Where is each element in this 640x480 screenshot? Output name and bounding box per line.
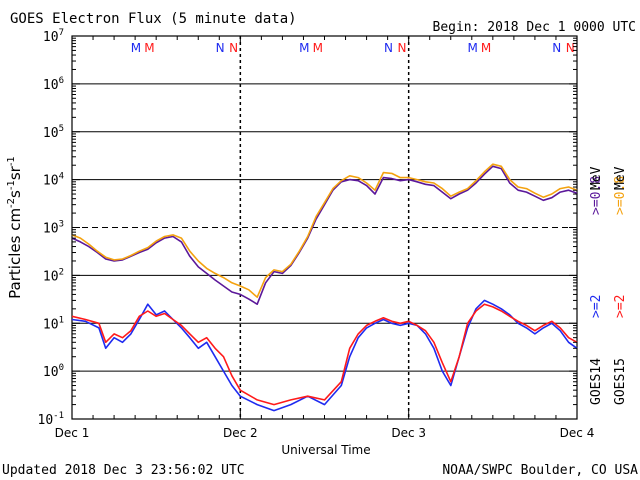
legend-goes14-08mev: >=0.8 bbox=[589, 176, 604, 215]
day-marker-label: M bbox=[313, 41, 323, 55]
day-marker-label: N bbox=[384, 41, 393, 55]
updated-timestamp: Updated 2018 Dec 3 23:56:02 UTC bbox=[2, 463, 245, 478]
y-tick-label: 105 bbox=[43, 124, 64, 141]
x-axis-ticks: Dec 1 Dec 2 Dec 3 Dec 4 bbox=[55, 36, 595, 440]
y-axis-label: Particles cm-2s-1sr-1 bbox=[6, 156, 24, 299]
legend-goes15-2mev: >=2 bbox=[613, 295, 628, 318]
y-tick-base: 10 bbox=[43, 222, 59, 237]
y-tick-label: 101 bbox=[43, 315, 64, 332]
y-axis-title-part: s bbox=[6, 190, 24, 198]
y-tick-exponent: 7 bbox=[59, 28, 64, 38]
y-tick-base: 10 bbox=[43, 317, 59, 332]
day-marker-label: N bbox=[216, 41, 225, 55]
legend-goes14-2mev: >=2 bbox=[589, 295, 604, 318]
y-axis-title-part: -2 bbox=[6, 198, 17, 208]
series-layer bbox=[71, 163, 578, 412]
y-tick-exponent: 3 bbox=[59, 220, 64, 230]
series-line-0 bbox=[71, 165, 578, 306]
x-tick-label: Dec 2 bbox=[223, 426, 258, 440]
series-line-1 bbox=[71, 163, 578, 299]
legend-unit-15: MeV bbox=[613, 166, 628, 190]
day-marker-label: M bbox=[481, 41, 491, 55]
credit-text: NOAA/SWPC Boulder, CO USA bbox=[442, 463, 638, 478]
y-tick-label: 102 bbox=[43, 267, 64, 284]
y-tick-base: 10 bbox=[43, 78, 59, 93]
day-marker-label: M bbox=[144, 41, 154, 55]
x-tick-label: Dec 3 bbox=[391, 426, 426, 440]
y-axis-title: Particles cm-2s-1sr-1 bbox=[6, 156, 24, 299]
y-tick-label: 107 bbox=[43, 28, 64, 45]
y-tick-base: 10 bbox=[43, 126, 59, 141]
y-tick-base: 10 bbox=[43, 30, 59, 45]
y-tick-label: 100 bbox=[43, 363, 64, 380]
series-line-2 bbox=[71, 299, 578, 412]
grid-lines bbox=[72, 36, 577, 419]
y-tick-exponent: 4 bbox=[59, 172, 64, 182]
day-marker-label: M bbox=[131, 41, 141, 55]
y-axis-title-part: -1 bbox=[6, 180, 17, 190]
legend-goes14: GOES14 bbox=[589, 358, 604, 405]
y-tick-exponent: 5 bbox=[59, 124, 64, 134]
y-tick-exponent: 6 bbox=[59, 76, 64, 86]
day-marker-label: N bbox=[397, 41, 406, 55]
day-marker-label: M bbox=[299, 41, 309, 55]
y-tick-label: 106 bbox=[43, 76, 64, 93]
y-tick-base: 10 bbox=[43, 269, 59, 284]
y-tick-label: 10-1 bbox=[38, 411, 65, 428]
y-tick-exponent: 2 bbox=[59, 267, 64, 277]
y-axis-title-part: -1 bbox=[6, 156, 17, 166]
day-marker-label: N bbox=[229, 41, 238, 55]
legend-goes15: GOES15 bbox=[613, 358, 628, 405]
y-axis-title-part: Particles cm bbox=[6, 208, 24, 299]
y-axis-title-part: sr bbox=[6, 165, 24, 180]
y-tick-base: 10 bbox=[38, 413, 54, 428]
x-tick-label: Dec 4 bbox=[560, 426, 595, 440]
series-line-3 bbox=[71, 303, 578, 406]
y-tick-exponent: 1 bbox=[59, 315, 64, 325]
y-tick-label: 103 bbox=[43, 220, 64, 237]
legend-goes15-08mev: >=0.8 bbox=[613, 176, 628, 215]
y-tick-base: 10 bbox=[43, 365, 59, 380]
x-axis-label: Universal Time bbox=[281, 443, 370, 457]
day-marker-label: N bbox=[552, 41, 561, 55]
y-tick-exponent: -1 bbox=[53, 411, 64, 421]
legend-unit-14: MeV bbox=[589, 166, 604, 190]
y-tick-exponent: 0 bbox=[59, 363, 64, 373]
day-marker-label: M bbox=[467, 41, 477, 55]
begin-timestamp: Begin: 2018 Dec 1 0000 UTC bbox=[433, 20, 637, 35]
y-tick-base: 10 bbox=[43, 174, 59, 189]
y-tick-label: 104 bbox=[43, 172, 64, 189]
day-marker-label: N bbox=[566, 41, 575, 55]
chart-title: GOES Electron Flux (5 minute data) bbox=[10, 11, 297, 27]
x-tick-label: Dec 1 bbox=[55, 426, 90, 440]
